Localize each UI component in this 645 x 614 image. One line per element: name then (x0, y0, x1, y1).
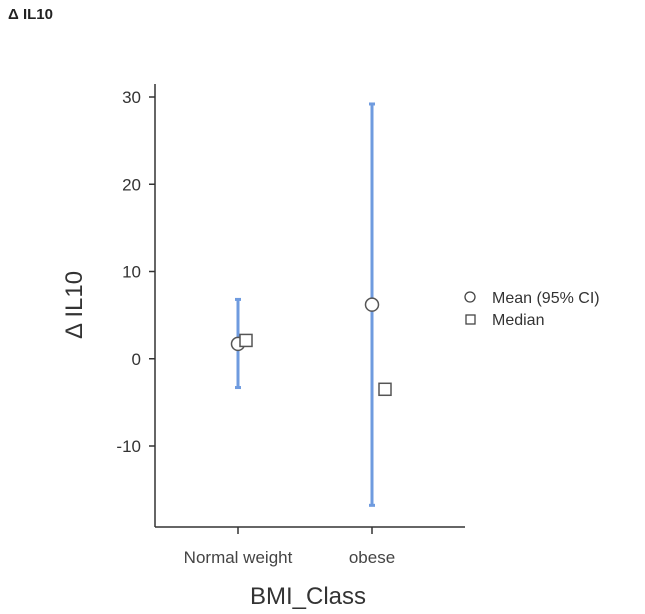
y-tick-label: 30 (122, 88, 141, 107)
y-tick-label: 0 (132, 350, 141, 369)
legend-median-marker (465, 314, 476, 325)
median-point (239, 333, 253, 348)
page-title: Δ IL10 (8, 6, 53, 23)
legend-mean-label: Mean (95% CI) (492, 290, 600, 307)
legend-median-label: Median (492, 312, 544, 329)
mean-point (364, 297, 380, 312)
legend-mean-marker (464, 291, 476, 303)
y-tick-label: 10 (122, 263, 141, 282)
x-tick-label: Normal weight (184, 548, 293, 567)
x-tick-label: obese (349, 548, 395, 567)
y-axis-label: Δ IL10 (61, 271, 88, 339)
x-axis-label: BMI_Class (250, 583, 366, 610)
y-tick-label: 20 (122, 175, 141, 194)
median-point (378, 382, 392, 397)
y-tick-label: -10 (116, 437, 141, 456)
